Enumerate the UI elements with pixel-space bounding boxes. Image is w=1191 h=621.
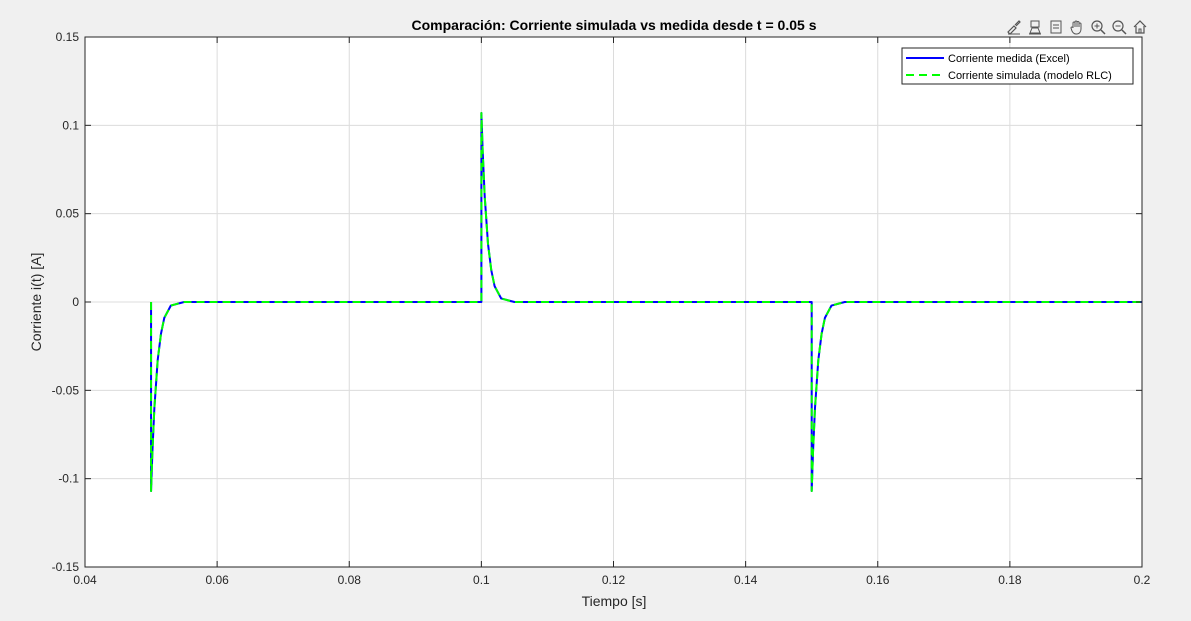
axis-ticks: 0.04 0.06 0.08 0.1 0.12 0.14 0.16 0.18 0.2 -0.15 -… bbox=[52, 30, 1151, 587]
data-tips-icon[interactable] bbox=[1025, 17, 1044, 37]
pan-hand-icon[interactable] bbox=[1067, 17, 1086, 37]
y-tick-label: -0.15 bbox=[52, 560, 80, 574]
series-line-simulated bbox=[150, 111, 1142, 493]
y-tick-label: 0.05 bbox=[56, 207, 80, 221]
x-tick-label: 0.14 bbox=[734, 573, 758, 587]
brush-icon[interactable] bbox=[1004, 17, 1023, 37]
x-tick-label: 0.06 bbox=[205, 573, 229, 587]
series-layer bbox=[150, 111, 1142, 493]
y-tick-label: -0.1 bbox=[58, 472, 79, 486]
x-tick-label: 0.2 bbox=[1134, 573, 1151, 587]
axes-toolbar bbox=[1004, 16, 1149, 38]
y-tick-label: 0 bbox=[72, 295, 79, 309]
legend: Corriente medida (Excel) Corriente simul… bbox=[901, 47, 1134, 85]
x-tick-label: 0.16 bbox=[866, 573, 890, 587]
y-tick-label: 0.1 bbox=[62, 118, 79, 132]
legend-box bbox=[901, 47, 1134, 85]
x-tick-label: 0.1 bbox=[473, 573, 490, 587]
x-tick-label: 0.18 bbox=[998, 573, 1022, 587]
x-tick-label: 0.08 bbox=[338, 573, 362, 587]
zoom-in-icon[interactable] bbox=[1088, 17, 1107, 37]
chart-title: Comparación: Corriente simulada vs medid… bbox=[412, 17, 817, 33]
x-tick-label: 0.04 bbox=[73, 573, 97, 587]
y-tick-label: 0.15 bbox=[56, 30, 80, 44]
x-tick-label: 0.12 bbox=[602, 573, 626, 587]
zoom-out-icon[interactable] bbox=[1109, 17, 1128, 37]
legend-label-measured: Corriente medida (Excel) bbox=[948, 53, 1070, 65]
x-axis-label: Tiempo [s] bbox=[582, 593, 647, 609]
datatip-cursor-icon[interactable] bbox=[1046, 17, 1065, 37]
y-axis-label: Corriente i(t) [A] bbox=[28, 253, 44, 352]
y-tick-label: -0.05 bbox=[52, 383, 80, 397]
home-icon[interactable] bbox=[1130, 17, 1149, 37]
legend-label-simulated: Corriente simulada (modelo RLC) bbox=[948, 70, 1112, 82]
